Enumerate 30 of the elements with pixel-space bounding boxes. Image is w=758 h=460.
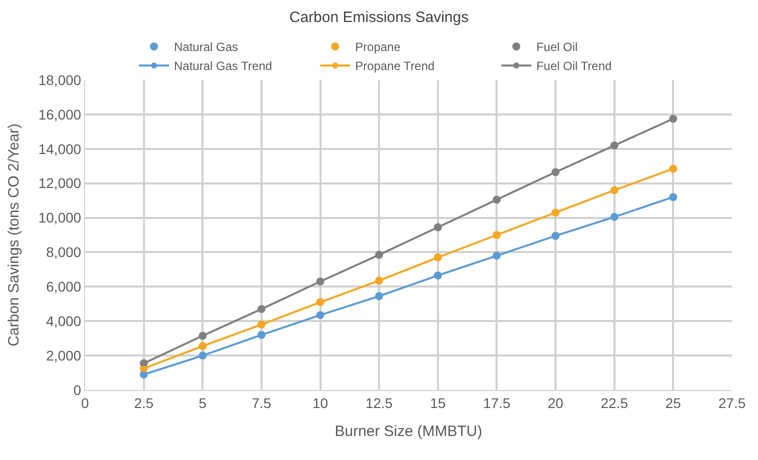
y-tick-label: 14,000 [38, 140, 82, 157]
x-tick-label: 22.5 [600, 394, 628, 411]
y-tick-label: 10,000 [38, 210, 82, 226]
legend-label: Natural Gas [174, 40, 238, 54]
y-tick-label: 16,000 [38, 106, 82, 122]
x-tick-label: 2.5 [134, 394, 154, 411]
y-tick-label: 4,000 [46, 313, 82, 330]
x-tick-label: 12.5 [365, 394, 393, 411]
y-tick-label: 0 [73, 382, 82, 398]
x-axis-title: Burner Size (MMBTU) [334, 422, 482, 440]
legend-label: Propane Trend [355, 59, 435, 74]
x-tick-label: 25 [665, 394, 682, 411]
y-tick-label: 6,000 [46, 278, 82, 295]
legend-label: Propane [355, 40, 401, 54]
x-tick-label: 10 [312, 394, 328, 411]
x-tick-label: 15 [430, 394, 446, 411]
chart-title: Carbon Emissions Savings [289, 9, 469, 26]
x-tick-label: 27.5 [718, 394, 746, 411]
x-tick-label: 7.5 [252, 394, 272, 411]
legend-label: Natural Gas Trend [174, 59, 272, 74]
y-tick-label: 2,000 [46, 347, 82, 364]
y-axis-title: Carbon Savings (tons CO 2/Year) [6, 124, 23, 346]
legend-label: Fuel Oil Trend [536, 59, 612, 74]
x-tick-label: 20 [548, 394, 564, 411]
y-tick-label: 12,000 [38, 175, 82, 192]
y-tick-label: 18,000 [38, 72, 82, 88]
x-tick-label: 17.5 [483, 394, 511, 411]
x-tick-label: 5 [198, 394, 207, 411]
legend-label: Fuel Oil [536, 40, 578, 54]
y-tick-label: 8,000 [46, 244, 82, 260]
